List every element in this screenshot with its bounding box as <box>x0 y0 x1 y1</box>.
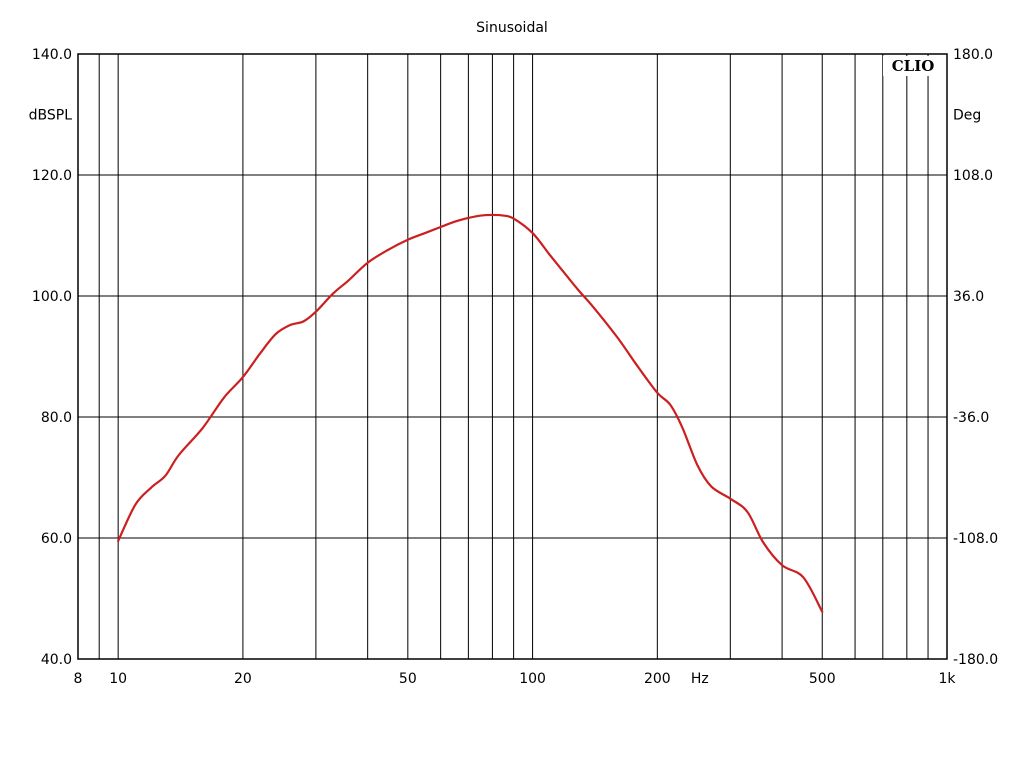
x-tick-label: 200 <box>644 671 671 687</box>
grid-lines <box>78 54 947 659</box>
x-tick-label: 10 <box>109 671 127 687</box>
y-tick-label-left: 120.0 <box>32 168 72 184</box>
y-tick-label-right: -108.0 <box>953 531 998 547</box>
tick-labels: 140.0 120.0 100.0 80.0 60.0 40.0 180.0 108.0 36.… <box>32 47 998 687</box>
y-tick-label-left: 80.0 <box>41 410 72 426</box>
chart-title: Sinusoidal <box>476 20 548 36</box>
plot-frame <box>77 53 948 660</box>
spl-response-curve <box>117 213 824 613</box>
y-tick-label-left: 60.0 <box>41 531 72 547</box>
x-tick-label: 8 <box>74 671 83 687</box>
x-tick-label: 50 <box>399 671 417 687</box>
y-axis-label-right: Deg <box>953 108 981 124</box>
clio-logo-background <box>883 56 943 76</box>
y-tick-label-left: 40.0 <box>41 652 72 668</box>
x-tick-label: 20 <box>234 671 252 687</box>
y-tick-label-right: 36.0 <box>953 289 984 305</box>
y-tick-label-right: 180.0 <box>953 47 993 63</box>
clio-logo: CLIO <box>892 57 935 75</box>
series-layer <box>117 213 824 613</box>
x-tick-label: 1k <box>938 671 956 687</box>
y-tick-label-left: 100.0 <box>32 289 72 305</box>
x-tick-label: 100 <box>519 671 546 687</box>
y-tick-label-left: 140.0 <box>32 47 72 63</box>
x-axis-label: Hz <box>691 671 709 687</box>
y-tick-label-right: -36.0 <box>953 410 989 426</box>
y-tick-label-right: -180.0 <box>953 652 998 668</box>
y-axis-label-left: dBSPL <box>29 108 73 124</box>
y-tick-label-right: 108.0 <box>953 168 993 184</box>
x-tick-label: 500 <box>809 671 836 687</box>
